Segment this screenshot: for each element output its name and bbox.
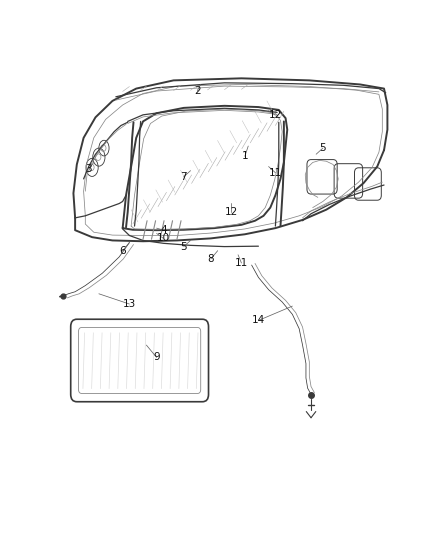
Text: 5: 5 <box>320 143 326 153</box>
Text: 12: 12 <box>225 207 238 217</box>
Text: 13: 13 <box>123 299 136 309</box>
Text: 11: 11 <box>269 168 282 177</box>
Text: 6: 6 <box>119 246 126 256</box>
Text: 11: 11 <box>235 258 248 268</box>
Text: 4: 4 <box>160 225 167 235</box>
Text: 5: 5 <box>180 241 187 252</box>
Text: 9: 9 <box>153 352 160 362</box>
Text: 14: 14 <box>252 316 265 326</box>
Text: 2: 2 <box>194 86 201 95</box>
Text: 3: 3 <box>85 164 92 174</box>
Text: 7: 7 <box>180 172 187 182</box>
Text: 10: 10 <box>157 233 170 244</box>
Text: 8: 8 <box>208 254 214 264</box>
Text: 12: 12 <box>269 110 282 120</box>
Text: 1: 1 <box>241 151 248 161</box>
